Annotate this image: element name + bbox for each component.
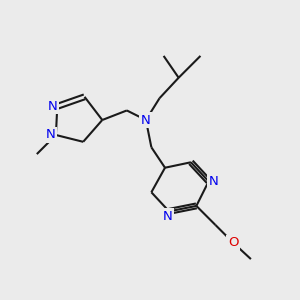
Text: N: N [209,175,218,188]
Text: N: N [163,210,172,223]
Text: N: N [141,113,151,127]
Text: O: O [228,236,238,249]
Text: N: N [46,128,56,142]
Text: N: N [47,100,57,113]
